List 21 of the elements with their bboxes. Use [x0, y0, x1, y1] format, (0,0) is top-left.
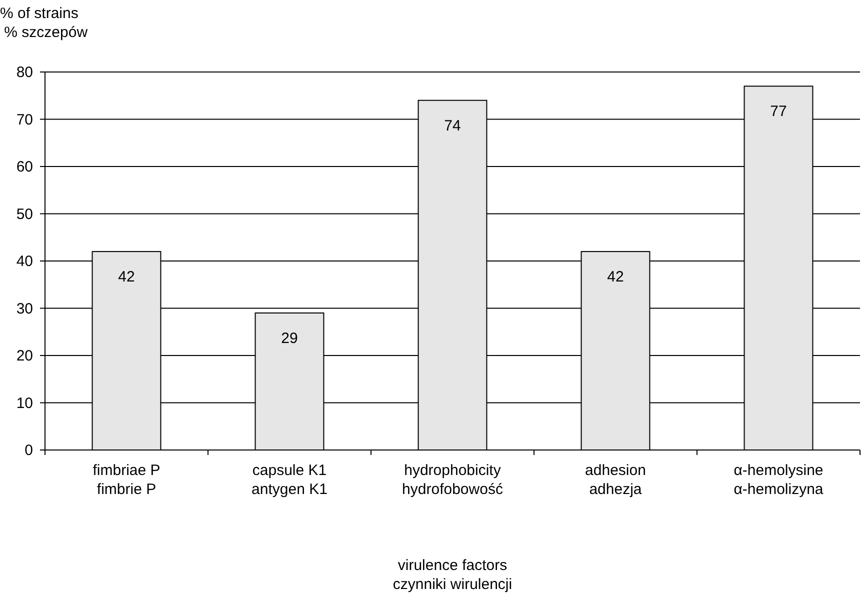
- x-tick-label: adhesion adhezja: [585, 462, 646, 498]
- y-axis-title: % of strains % szczepów: [0, 5, 88, 41]
- y-tick-label: 30: [16, 300, 33, 318]
- x-tick-label: fimbriae P fimbrie P: [92, 462, 160, 498]
- x-tick-label: hydrophobicity hydrofobowość: [402, 462, 504, 498]
- data-label: 42: [607, 268, 624, 286]
- data-label: 77: [770, 103, 787, 120]
- x-tick-label: capsule K1 antygen K1: [252, 462, 328, 498]
- data-label: 74: [444, 117, 461, 134]
- y-tick-label: 60: [16, 158, 33, 176]
- x-tick-label: α-hemolysine α-hemolizyna: [734, 462, 824, 498]
- y-tick-label: 10: [16, 394, 33, 412]
- x-axis-title: virulence factors czynniki wirulencji: [392, 557, 512, 593]
- y-tick-label: 40: [16, 253, 33, 270]
- y-tick-label: 0: [24, 442, 33, 459]
- y-tick-label: 70: [16, 111, 33, 128]
- y-tick-label: 50: [16, 206, 33, 223]
- y-tick-label: 20: [16, 348, 33, 364]
- data-label: 42: [118, 268, 135, 286]
- y-tick-label: 80: [16, 64, 33, 81]
- data-label: 29: [281, 330, 298, 347]
